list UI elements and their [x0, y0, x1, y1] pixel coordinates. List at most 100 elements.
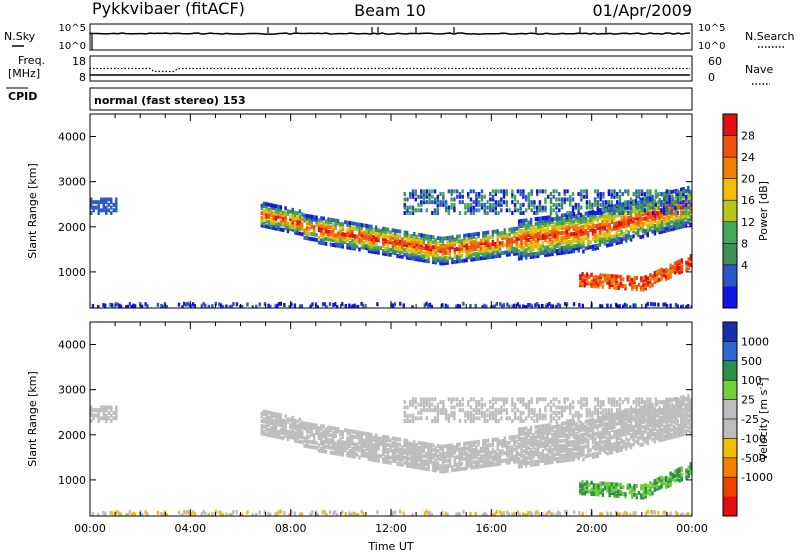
velocity-cell	[483, 416, 486, 421]
velocity-cell	[286, 432, 290, 437]
power-cell	[284, 206, 287, 211]
power-cell	[420, 208, 423, 213]
power-cell	[532, 229, 535, 234]
velocity-cell	[467, 402, 470, 407]
power-cell	[567, 242, 571, 247]
velocity-cell	[665, 431, 669, 436]
power-cell	[622, 209, 626, 214]
velocity-cell	[379, 441, 383, 446]
power-cell	[441, 246, 445, 251]
power-cell	[622, 202, 626, 207]
power-cell	[585, 276, 589, 281]
velocity-cell	[687, 426, 690, 431]
velocity-cell	[551, 440, 554, 445]
power-cell	[646, 213, 649, 218]
velocity-cell	[565, 433, 568, 438]
power-cell	[575, 216, 578, 221]
power-cell	[617, 285, 620, 290]
velocity-cell	[627, 441, 630, 446]
velocity-cell	[422, 405, 426, 410]
power-cell	[144, 302, 147, 307]
velocity-cell	[556, 439, 559, 444]
power-cell	[663, 221, 666, 226]
power-cell	[625, 228, 628, 233]
power-cell	[585, 192, 589, 197]
power-cell	[649, 277, 652, 282]
power-cell	[579, 225, 583, 230]
velocity-cell	[343, 448, 347, 453]
power-cell	[637, 233, 640, 238]
velocity-cell	[629, 425, 633, 430]
velocity-cell	[553, 429, 557, 434]
velocity-cell	[491, 447, 495, 452]
power-cell	[615, 238, 619, 243]
power-cell	[482, 248, 485, 253]
power-cell	[308, 214, 311, 219]
velocity-cell	[618, 411, 621, 416]
power-cell	[552, 208, 555, 213]
power-cell	[272, 216, 275, 221]
power-cell	[453, 249, 456, 254]
power-cell	[274, 221, 278, 226]
power-cell	[570, 232, 573, 237]
velocity-cell	[413, 464, 416, 469]
power-cell	[624, 286, 627, 291]
power-cell	[372, 247, 375, 252]
power-cell	[527, 223, 530, 228]
power-cell	[327, 234, 330, 239]
power-cell	[465, 245, 468, 250]
power-cell	[591, 222, 595, 227]
velocity-cell	[556, 422, 559, 427]
velocity-cell	[536, 462, 540, 467]
velocity-cell	[679, 413, 683, 418]
velocity-cell	[420, 397, 423, 402]
power-cell	[549, 200, 553, 205]
power-cell	[617, 281, 620, 286]
power-cell	[632, 192, 635, 197]
power-cell	[289, 214, 292, 219]
power-cell	[653, 209, 657, 214]
velocity-cell	[320, 441, 323, 446]
velocity-cell	[498, 449, 502, 454]
power-cell	[560, 238, 564, 243]
velocity-cell	[544, 446, 547, 451]
velocity-cell	[458, 442, 461, 447]
power-cell	[391, 250, 395, 255]
power-cell	[453, 252, 456, 257]
velocity-cell	[339, 442, 342, 447]
velocity-cell	[629, 435, 633, 440]
power-cell	[463, 238, 466, 243]
power-cell	[689, 195, 692, 200]
velocity-cell	[324, 437, 328, 442]
velocity-cell	[687, 428, 690, 433]
velocity-cell	[370, 435, 373, 440]
power-cell	[446, 236, 449, 241]
power-cell	[434, 260, 437, 265]
velocity-cell	[441, 447, 445, 452]
velocity-cell	[538, 416, 542, 421]
power-cell	[606, 236, 609, 241]
velocity-cell	[489, 410, 492, 415]
power-cell	[594, 239, 597, 244]
power-cell	[627, 223, 630, 228]
velocity-cell	[422, 466, 426, 471]
velocity-cell	[601, 440, 604, 445]
velocity-cell	[494, 437, 497, 442]
velocity-cell	[599, 405, 602, 410]
velocity-cell	[511, 400, 514, 405]
velocity-cell	[270, 431, 273, 436]
power-cell	[548, 222, 552, 227]
power-cell	[348, 240, 352, 245]
power-cell	[675, 196, 678, 201]
power-cell	[469, 197, 473, 202]
power-cell	[558, 221, 561, 226]
power-cell	[265, 212, 268, 217]
colorbar-swatch	[723, 157, 737, 180]
velocity-cell	[477, 442, 480, 447]
velocity-cell	[591, 435, 595, 440]
velocity-cell	[427, 452, 430, 457]
power-cell	[282, 223, 285, 228]
velocity-cell	[489, 413, 492, 418]
power-cell	[441, 251, 445, 256]
power-cell	[646, 283, 650, 288]
